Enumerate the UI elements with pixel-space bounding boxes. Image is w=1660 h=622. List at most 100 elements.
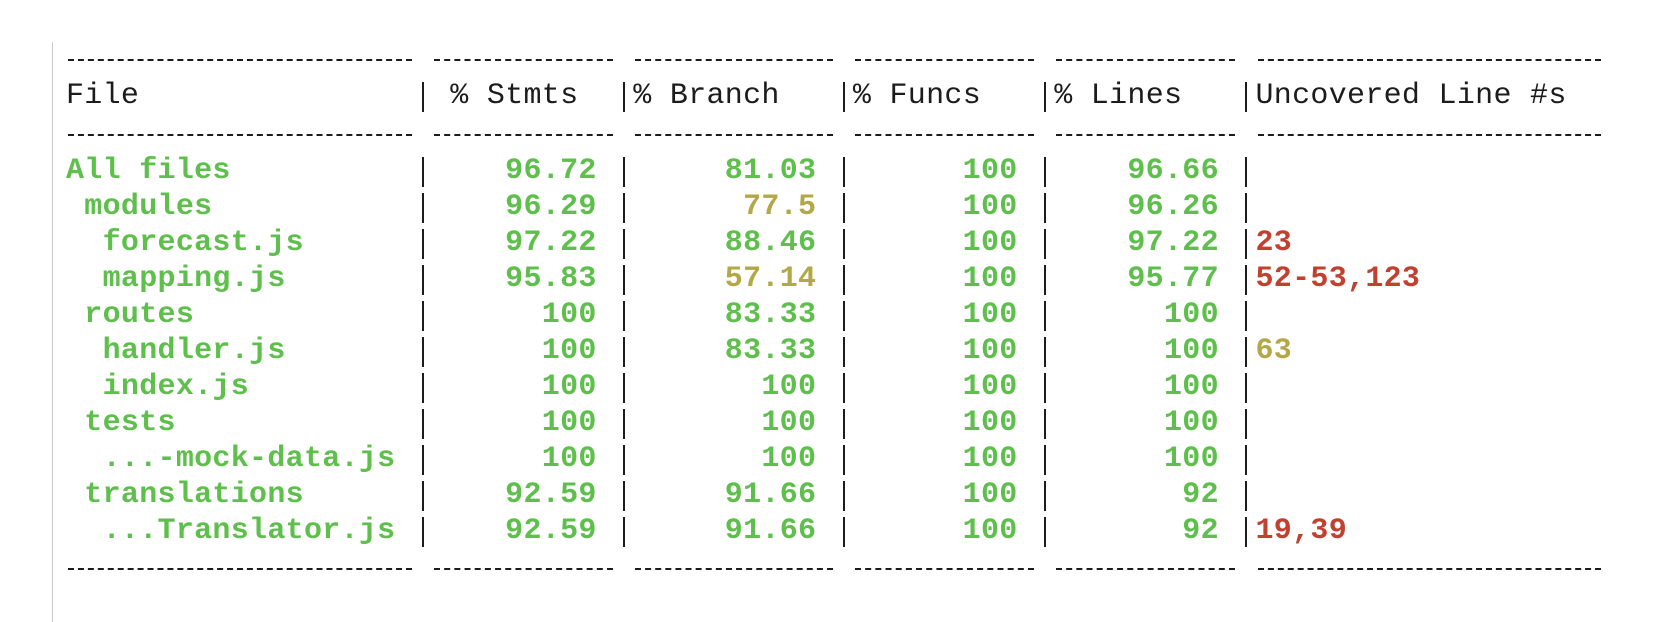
column-divider	[1044, 409, 1047, 439]
column-divider	[623, 445, 626, 475]
coverage-value: 97.22	[505, 226, 597, 260]
column-divider	[421, 481, 424, 511]
column-divider	[1044, 301, 1047, 331]
header-cell: Uncovered Line #s	[1255, 79, 1567, 113]
file-name: tests	[66, 406, 176, 440]
header-cell: File	[66, 79, 140, 113]
column-divider	[1044, 229, 1047, 259]
separator	[854, 134, 1034, 136]
column-divider	[1245, 157, 1248, 187]
coverage-value: 95.83	[505, 262, 597, 296]
file-name: forecast.js	[66, 226, 304, 260]
coverage-value: 100	[962, 406, 1018, 440]
coverage-value: 100	[541, 370, 597, 404]
separator	[854, 568, 1034, 570]
column-divider	[842, 517, 845, 547]
coverage-value: 100	[962, 154, 1018, 188]
coverage-value: 19,39	[1255, 514, 1348, 548]
separator	[434, 59, 613, 61]
coverage-value: 100	[1163, 370, 1219, 404]
separator	[635, 134, 833, 136]
column-divider	[1245, 481, 1248, 511]
separator	[854, 59, 1034, 61]
coverage-value: 100	[962, 226, 1018, 260]
separator	[434, 568, 613, 570]
coverage-value: 100	[962, 514, 1018, 548]
column-divider	[421, 409, 424, 439]
coverage-value: 100	[1163, 334, 1219, 368]
coverage-value: 100	[761, 406, 817, 440]
column-divider	[623, 82, 626, 112]
column-divider	[842, 193, 845, 223]
coverage-value: 100	[1163, 406, 1219, 440]
column-divider	[421, 445, 424, 475]
column-divider	[842, 481, 845, 511]
column-divider	[842, 373, 845, 403]
column-divider	[623, 229, 626, 259]
coverage-value: 96.66	[1127, 154, 1219, 188]
column-divider	[623, 337, 626, 367]
column-divider	[842, 229, 845, 259]
coverage-value: 100	[962, 478, 1018, 512]
column-divider	[1245, 193, 1248, 223]
column-divider	[421, 193, 424, 223]
coverage-value: 96.29	[505, 190, 597, 224]
column-divider	[842, 409, 845, 439]
column-divider	[1044, 82, 1047, 112]
file-name: index.js	[66, 370, 250, 404]
coverage-value: 83.33	[724, 334, 817, 368]
column-divider	[842, 445, 845, 475]
column-divider	[623, 517, 626, 547]
coverage-value: 100	[541, 298, 597, 332]
coverage-value: 100	[541, 442, 597, 476]
coverage-value: 95.77	[1127, 262, 1219, 296]
coverage-value: 100	[761, 370, 817, 404]
column-divider	[623, 481, 626, 511]
coverage-value: 100	[541, 334, 597, 368]
coverage-value: 96.26	[1127, 190, 1219, 224]
coverage-value: 81.03	[724, 154, 817, 188]
column-divider	[1245, 229, 1248, 259]
column-divider	[1245, 337, 1248, 367]
column-divider	[842, 265, 845, 295]
column-divider	[1044, 337, 1047, 367]
column-divider	[1245, 517, 1248, 547]
separator	[434, 134, 613, 136]
file-name: mapping.js	[66, 262, 286, 296]
coverage-value: 57.14	[724, 262, 817, 296]
column-divider	[1044, 517, 1047, 547]
separator	[1257, 134, 1602, 136]
separator	[1056, 59, 1236, 61]
file-name: routes	[66, 298, 195, 332]
column-divider	[623, 157, 626, 187]
column-divider	[1044, 373, 1047, 403]
separator	[1056, 568, 1236, 570]
coverage-value: 96.72	[505, 154, 597, 188]
coverage-value: 91.66	[724, 478, 817, 512]
column-divider	[1245, 82, 1248, 112]
coverage-value: 97.22	[1127, 226, 1219, 260]
file-name: ...Translator.js	[66, 514, 396, 548]
coverage-value: 100	[962, 262, 1018, 296]
column-divider	[421, 373, 424, 403]
coverage-value: 92.59	[505, 478, 597, 512]
separator	[68, 59, 412, 61]
separator	[635, 568, 833, 570]
column-divider	[421, 517, 424, 547]
column-divider	[1245, 265, 1248, 295]
coverage-value: 100	[962, 442, 1018, 476]
coverage-value: 52-53,123	[1255, 262, 1421, 296]
file-name: handler.js	[66, 334, 286, 368]
column-divider	[421, 157, 424, 187]
coverage-value: 100	[761, 442, 817, 476]
file-name: modules	[66, 190, 213, 224]
column-divider	[421, 82, 424, 112]
column-divider	[1245, 301, 1248, 331]
window-edge	[52, 42, 53, 622]
header-cell: % Lines	[1054, 79, 1183, 113]
separator	[1257, 59, 1602, 61]
column-divider	[1245, 373, 1248, 403]
column-divider	[1044, 265, 1047, 295]
coverage-value: 100	[1163, 298, 1219, 332]
